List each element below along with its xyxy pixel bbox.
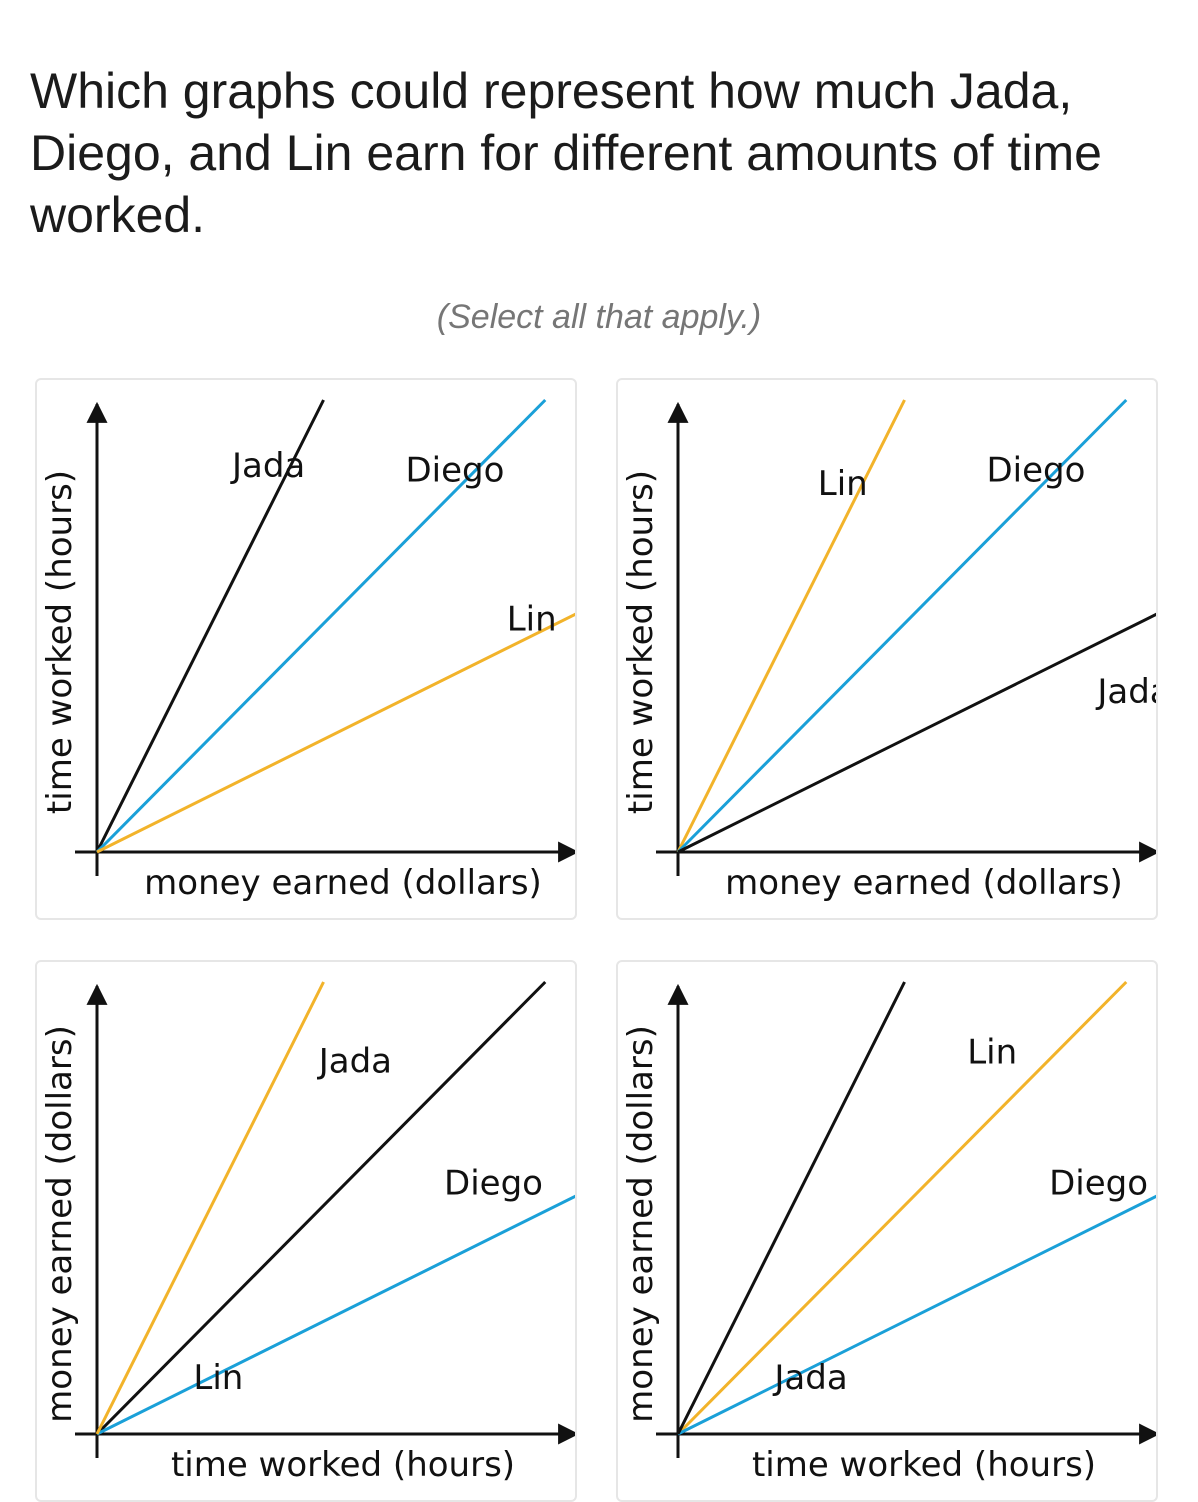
- series-label-jada: Jada: [1095, 672, 1158, 712]
- y-axis-label: time worked (hours): [40, 470, 80, 814]
- graph-2: Lin Diego Jada money earned (dollars) time w…: [621, 398, 1158, 903]
- series-label-diego: Diego: [1049, 1163, 1148, 1203]
- series-line-jada: [95, 399, 325, 853]
- series-line-lin: [96, 612, 575, 854]
- y-axis-label: time worked (hours): [621, 470, 661, 814]
- series-label-diego: Diego: [405, 450, 504, 490]
- x-axis-label: time worked (hours): [752, 1445, 1096, 1485]
- answer-choice-2[interactable]: Lin Diego Jada money earned (dollars) time w…: [616, 378, 1158, 920]
- series-line-diego: [677, 1194, 1156, 1436]
- x-axis-label: time worked (hours): [171, 1445, 515, 1485]
- series-label-jada: Jada: [772, 1358, 847, 1398]
- series-label-lin: Lin: [193, 1358, 243, 1398]
- y-axis-label: money earned (dollars): [40, 1025, 80, 1423]
- answer-choice-4[interactable]: Lin Diego Jada time worked (hours) money ear…: [616, 960, 1158, 1502]
- series-line-lin: [676, 980, 1128, 1436]
- x-axis-label: money earned (dollars): [144, 863, 542, 903]
- y-axis-label: money earned (dollars): [621, 1025, 661, 1423]
- series-label-diego: Diego: [986, 450, 1085, 490]
- series-label-jada: Jada: [317, 1041, 392, 1081]
- answer-choice-3[interactable]: Jada Diego Lin time worked (hours) money ear…: [35, 960, 577, 1502]
- graph-1: Jada Diego Lin money earned (dollars) time w…: [40, 398, 575, 903]
- series-label-jada: Jada: [230, 446, 305, 486]
- series-line-diego: [95, 398, 547, 854]
- series-label-lin: Lin: [967, 1032, 1017, 1072]
- graph-3: Jada Diego Lin time worked (hours) money ear…: [40, 980, 575, 1485]
- series-line-lin: [676, 399, 906, 853]
- question-text: Which graphs could represent how much Ja…: [30, 63, 1102, 243]
- series-line-diego: [96, 1194, 575, 1436]
- x-axis-label: money earned (dollars): [725, 863, 1123, 903]
- series-label-lin: Lin: [507, 600, 557, 640]
- series-label-diego: Diego: [444, 1163, 543, 1203]
- series-line-diego: [676, 398, 1128, 854]
- graph-4: Lin Diego Jada time worked (hours) money ear…: [621, 980, 1156, 1485]
- series-line-jada: [677, 612, 1156, 854]
- series-label-lin: Lin: [818, 464, 868, 504]
- select-all-instruction: (Select all that apply.): [436, 298, 762, 336]
- answer-choice-1[interactable]: Jada Diego Lin money earned (dollars) time w…: [35, 378, 577, 920]
